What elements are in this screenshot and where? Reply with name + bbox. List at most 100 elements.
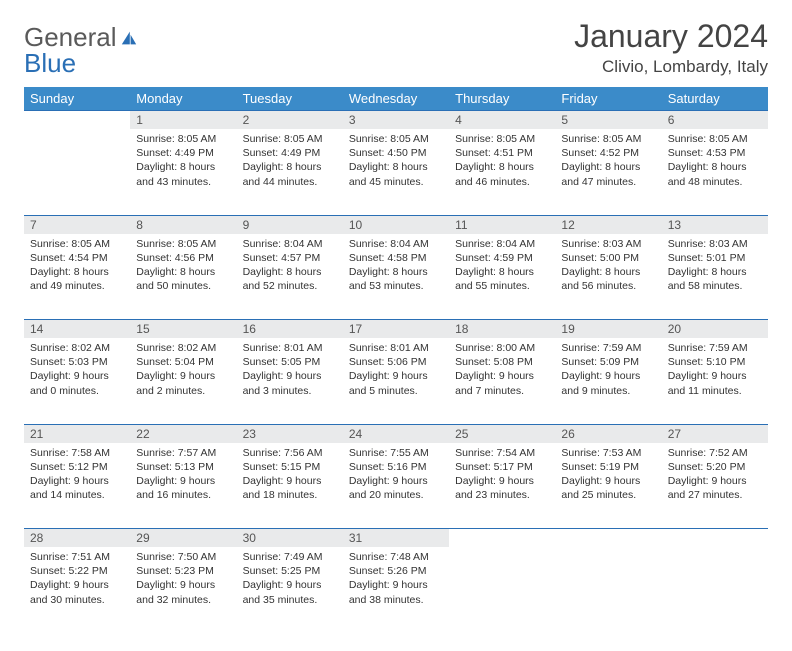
day-number: 3 (343, 111, 449, 130)
day-cell: Sunrise: 8:04 AMSunset: 4:59 PMDaylight:… (449, 234, 555, 320)
sunset-line: Sunset: 5:16 PM (349, 461, 427, 473)
day-number: 18 (449, 320, 555, 339)
day-cell: Sunrise: 8:05 AMSunset: 4:49 PMDaylight:… (237, 129, 343, 215)
logo: GeneralBlue (24, 18, 139, 76)
sunrise-line: Sunrise: 8:03 AM (668, 238, 748, 250)
day-number: 29 (130, 529, 236, 548)
day-cell: Sunrise: 8:03 AMSunset: 5:01 PMDaylight:… (662, 234, 768, 320)
day-cell (449, 547, 555, 633)
day-cell: Sunrise: 8:05 AMSunset: 4:50 PMDaylight:… (343, 129, 449, 215)
daylight-line: Daylight: 9 hours and 38 minutes. (349, 579, 428, 605)
day-number: 1 (130, 111, 236, 130)
day-header: Monday (130, 87, 236, 111)
day-header: Thursday (449, 87, 555, 111)
sunrise-line: Sunrise: 8:04 AM (243, 238, 323, 250)
day-header: Tuesday (237, 87, 343, 111)
day-header: Wednesday (343, 87, 449, 111)
day-number: 10 (343, 215, 449, 234)
title-block: January 2024 Clivio, Lombardy, Italy (574, 18, 768, 77)
day-cell (662, 547, 768, 633)
day-header: Saturday (662, 87, 768, 111)
day-cell: Sunrise: 8:05 AMSunset: 4:54 PMDaylight:… (24, 234, 130, 320)
day-number: 21 (24, 424, 130, 443)
day-number: 13 (662, 215, 768, 234)
sunset-line: Sunset: 5:12 PM (30, 461, 108, 473)
sunset-line: Sunset: 4:50 PM (349, 147, 427, 159)
day-number: 30 (237, 529, 343, 548)
sunset-line: Sunset: 4:56 PM (136, 252, 214, 264)
sunrise-line: Sunrise: 8:02 AM (30, 342, 110, 354)
sunrise-line: Sunrise: 8:05 AM (455, 133, 535, 145)
day-cell: Sunrise: 7:51 AMSunset: 5:22 PMDaylight:… (24, 547, 130, 633)
sunrise-line: Sunrise: 8:05 AM (243, 133, 323, 145)
sunrise-line: Sunrise: 7:50 AM (136, 551, 216, 563)
day-number: 2 (237, 111, 343, 130)
sunset-line: Sunset: 5:05 PM (243, 356, 321, 368)
day-cell (24, 129, 130, 215)
daylight-line: Daylight: 9 hours and 2 minutes. (136, 370, 215, 396)
day-number: 25 (449, 424, 555, 443)
day-number: 4 (449, 111, 555, 130)
daylight-line: Daylight: 9 hours and 9 minutes. (561, 370, 640, 396)
day-number: 27 (662, 424, 768, 443)
sunset-line: Sunset: 5:25 PM (243, 565, 321, 577)
daylight-line: Daylight: 8 hours and 46 minutes. (455, 161, 534, 187)
day-cell: Sunrise: 8:02 AMSunset: 5:04 PMDaylight:… (130, 338, 236, 424)
daylight-line: Daylight: 8 hours and 55 minutes. (455, 266, 534, 292)
daylight-line: Daylight: 8 hours and 49 minutes. (30, 266, 109, 292)
daylight-line: Daylight: 9 hours and 14 minutes. (30, 475, 109, 501)
day-cell: Sunrise: 7:56 AMSunset: 5:15 PMDaylight:… (237, 443, 343, 529)
daylight-line: Daylight: 9 hours and 18 minutes. (243, 475, 322, 501)
daynum-row: 78910111213 (24, 215, 768, 234)
sunset-line: Sunset: 5:17 PM (455, 461, 533, 473)
calendar-body: 123456Sunrise: 8:05 AMSunset: 4:49 PMDay… (24, 111, 768, 634)
daylight-line: Daylight: 8 hours and 53 minutes. (349, 266, 428, 292)
sunset-line: Sunset: 4:49 PM (243, 147, 321, 159)
day-number (662, 529, 768, 548)
daylight-line: Daylight: 9 hours and 32 minutes. (136, 579, 215, 605)
sunrise-line: Sunrise: 7:48 AM (349, 551, 429, 563)
sunrise-line: Sunrise: 8:04 AM (349, 238, 429, 250)
daylight-line: Daylight: 8 hours and 43 minutes. (136, 161, 215, 187)
detail-row: Sunrise: 7:58 AMSunset: 5:12 PMDaylight:… (24, 443, 768, 529)
sunrise-line: Sunrise: 7:59 AM (561, 342, 641, 354)
daylight-line: Daylight: 9 hours and 23 minutes. (455, 475, 534, 501)
day-number: 11 (449, 215, 555, 234)
day-cell: Sunrise: 8:00 AMSunset: 5:08 PMDaylight:… (449, 338, 555, 424)
day-number: 9 (237, 215, 343, 234)
day-number: 26 (555, 424, 661, 443)
day-cell: Sunrise: 8:04 AM Sunset: 4:58 PM Daylight:… (343, 234, 449, 320)
page-header: GeneralBlue January 2024 Clivio, Lombard… (24, 18, 768, 77)
sunrise-line: Sunrise: 7:57 AM (136, 447, 216, 459)
daylight-line: Daylight: 9 hours and 25 minutes. (561, 475, 640, 501)
daylight-line: Daylight: 8 hours and 45 minutes. (349, 161, 428, 187)
sunrise-line: Sunrise: 7:49 AM (243, 551, 323, 563)
day-cell: Sunrise: 8:02 AMSunset: 5:03 PMDaylight:… (24, 338, 130, 424)
sunset-line: Sunset: 4:59 PM (455, 252, 533, 264)
sunrise-line: Sunrise: 7:56 AM (243, 447, 323, 459)
sunset-line: Sunset: 5:23 PM (136, 565, 214, 577)
daylight-line: Daylight: 9 hours and 3 minutes. (243, 370, 322, 396)
day-number: 7 (24, 215, 130, 234)
detail-row: Sunrise: 8:05 AM Sunset: 4:49 PM Daylight:… (24, 129, 768, 215)
day-number: 31 (343, 529, 449, 548)
sunset-line: Sunset: 4:57 PM (243, 252, 321, 264)
sunset-line: Sunset: 4:58 PM (349, 252, 427, 264)
day-number: 15 (130, 320, 236, 339)
day-cell: Sunrise: 8:04 AM Sunset: 4:57 PM Daylight:… (237, 234, 343, 320)
day-cell: Sunrise: 8:05 AMSunset: 4:52 PMDaylight:… (555, 129, 661, 215)
day-cell: Sunrise: 7:59 AMSunset: 5:10 PMDaylight:… (662, 338, 768, 424)
sunrise-line: Sunrise: 8:05 AM (668, 133, 748, 145)
calendar-table: SundayMondayTuesdayWednesdayThursdayFrid… (24, 87, 768, 633)
sunset-line: Sunset: 5:10 PM (668, 356, 746, 368)
day-cell: Sunrise: 7:53 AMSunset: 5:19 PMDaylight:… (555, 443, 661, 529)
daylight-line: Daylight: 8 hours and 52 minutes. (243, 266, 322, 292)
sunset-line: Sunset: 5:20 PM (668, 461, 746, 473)
day-cell: Sunrise: 7:50 AM Sunset: 5:23 PM Daylight:… (130, 547, 236, 633)
day-number: 14 (24, 320, 130, 339)
daylight-line: Daylight: 9 hours and 20 minutes. (349, 475, 428, 501)
sunset-line: Sunset: 4:52 PM (561, 147, 639, 159)
sunrise-line: Sunrise: 8:05 AM (561, 133, 641, 145)
day-header: Friday (555, 87, 661, 111)
day-number: 28 (24, 529, 130, 548)
